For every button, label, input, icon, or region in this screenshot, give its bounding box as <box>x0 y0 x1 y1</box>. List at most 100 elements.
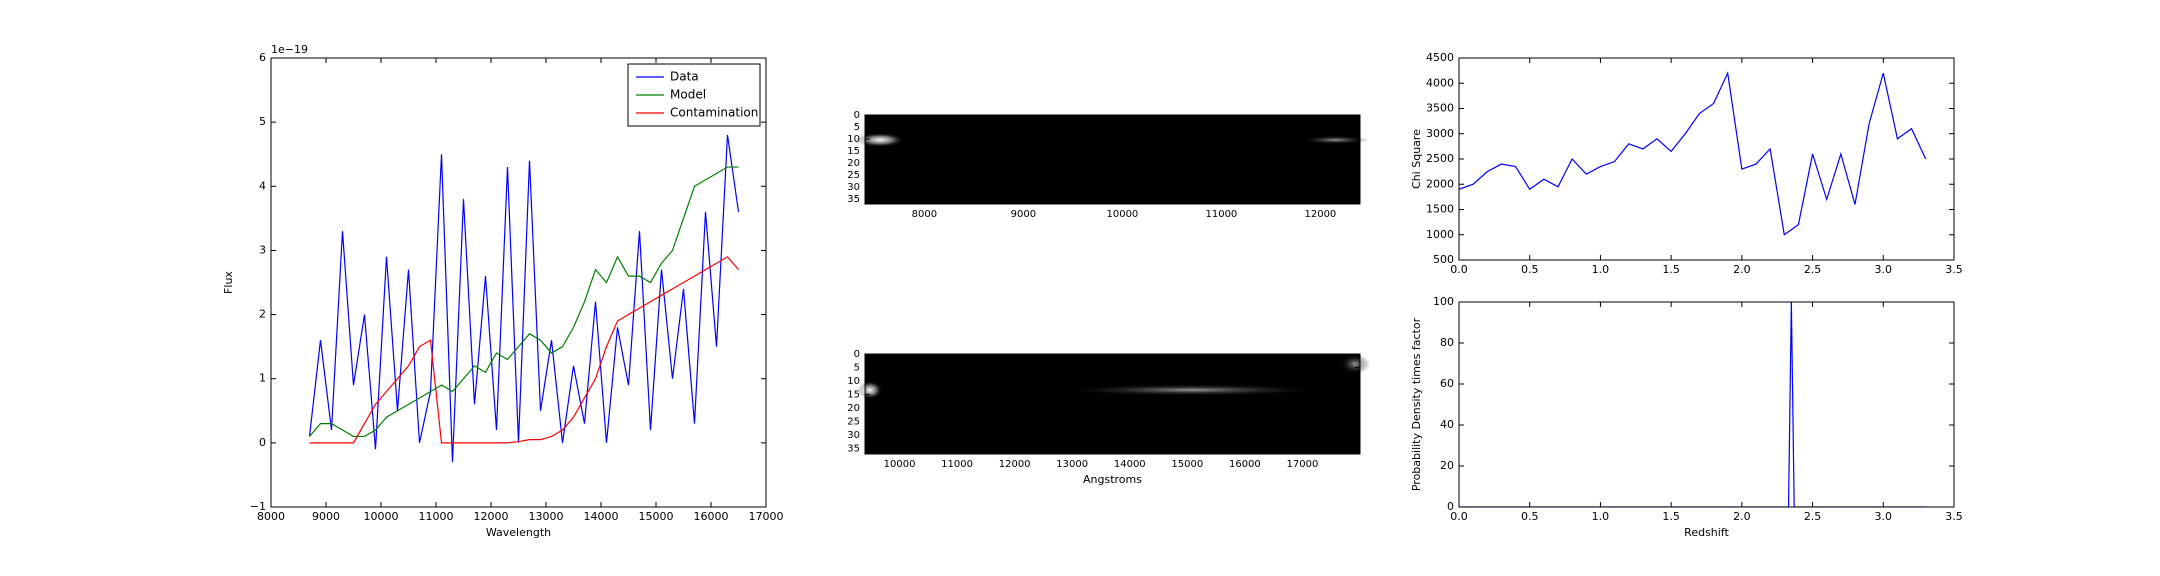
x-tick-label: 1.5 <box>1662 510 1680 523</box>
spectrum-glow <box>1058 384 1326 396</box>
x-tick-label: 12000 <box>1304 209 1336 220</box>
x-tick-label: 0.0 <box>1450 510 1468 523</box>
x-tick-label: 13000 <box>529 510 564 523</box>
y-tick-label: 80 <box>1440 336 1454 349</box>
y-tick-label: 4500 <box>1426 51 1454 64</box>
x-tick-label: 10000 <box>1106 209 1138 220</box>
x-tick-label: 8000 <box>912 209 937 220</box>
x-tick-label: 12000 <box>474 510 509 523</box>
y-tick-label: 35 <box>847 444 860 455</box>
spectrum-glow <box>857 381 883 399</box>
y-tick-label: 25 <box>847 417 860 428</box>
axes-frame <box>864 353 1361 455</box>
y-tick-label: 500 <box>1433 253 1454 266</box>
y-tick-label: 1000 <box>1426 228 1454 241</box>
spectrum-image <box>865 115 1360 204</box>
x-tick-label: 0.5 <box>1521 510 1539 523</box>
x-tick-label: 2.5 <box>1804 510 1822 523</box>
x-tick-label: 14000 <box>1114 459 1146 470</box>
x-axis-label: Redshift <box>1684 526 1729 539</box>
y-tick-label: 20 <box>1440 459 1454 472</box>
data-line <box>1459 302 1926 507</box>
y-tick-label: 1500 <box>1426 203 1454 216</box>
y-tick-label: 3000 <box>1426 127 1454 140</box>
x-tick-label: 2.0 <box>1733 263 1751 276</box>
x-tick-label: 17000 <box>1287 459 1319 470</box>
x-tick-label: 2.0 <box>1733 510 1751 523</box>
x-tick-label: 15000 <box>639 510 674 523</box>
y-axis-label: Probability Density times factor <box>1410 317 1423 491</box>
x-tick-label: 3.0 <box>1875 263 1893 276</box>
x-tick-label: 10000 <box>364 510 399 523</box>
axes-frame <box>1458 57 1955 261</box>
y-tick-label: 0 <box>1447 500 1454 513</box>
y-tick-label: 20 <box>847 158 860 169</box>
axes-frame <box>1458 301 1955 508</box>
legend-label: Model <box>670 88 706 102</box>
x-tick-label: 8000 <box>257 510 285 523</box>
x-tick-label: 11000 <box>1205 209 1237 220</box>
y-tick-label: 15 <box>847 390 860 401</box>
axes-frame <box>864 114 1361 205</box>
y-axis-label: Flux <box>222 271 235 294</box>
x-tick-label: 11000 <box>419 510 454 523</box>
x-tick-label: 9000 <box>1011 209 1036 220</box>
y-tick-label: 3500 <box>1426 102 1454 115</box>
y-axis-label: Chi Square <box>1410 129 1423 189</box>
x-axis-label: Wavelength <box>486 526 551 539</box>
legend-label: Contamination <box>670 106 758 120</box>
spectrum-glow <box>1300 135 1370 145</box>
offset-text: 1e−19 <box>271 43 308 56</box>
y-tick-label: 0 <box>259 436 266 449</box>
y-tick-label: 30 <box>847 430 860 441</box>
y-tick-label: 60 <box>1440 377 1454 390</box>
data-line <box>1459 71 1927 236</box>
x-tick-label: 1.0 <box>1592 263 1610 276</box>
y-tick-label: 25 <box>847 170 860 181</box>
y-tick-label: 15 <box>847 146 860 157</box>
spectrum-image <box>865 354 1360 454</box>
x-tick-label: 10000 <box>884 459 916 470</box>
axes-frame <box>270 57 767 508</box>
y-tick-label: 1 <box>259 372 266 385</box>
y-tick-label: 20 <box>847 403 860 414</box>
x-tick-label: 11000 <box>941 459 973 470</box>
y-tick-label: 100 <box>1433 295 1454 308</box>
data-line <box>309 256 739 444</box>
y-tick-label: 0 <box>854 349 860 360</box>
x-tick-label: 15000 <box>1171 459 1203 470</box>
y-tick-label: −1 <box>250 500 266 513</box>
y-tick-label: 5 <box>854 363 860 374</box>
y-tick-label: 5 <box>259 115 266 128</box>
x-axis-label: Angstroms <box>1083 473 1142 486</box>
x-tick-label: 3.5 <box>1945 263 1963 276</box>
y-tick-label: 5 <box>854 122 860 133</box>
data-line <box>308 134 740 463</box>
x-tick-label: 17000 <box>749 510 784 523</box>
x-tick-label: 0.5 <box>1521 263 1539 276</box>
x-tick-label: 3.0 <box>1875 510 1893 523</box>
spectrum-glow <box>855 132 905 148</box>
x-tick-label: 16000 <box>694 510 729 523</box>
y-tick-label: 2500 <box>1426 152 1454 165</box>
x-tick-label: 1.0 <box>1592 510 1610 523</box>
y-tick-label: 10 <box>847 134 860 145</box>
y-tick-label: 10 <box>847 376 860 387</box>
y-tick-label: 0 <box>854 110 860 121</box>
x-tick-label: 9000 <box>312 510 340 523</box>
y-tick-label: 4 <box>259 179 266 192</box>
y-tick-label: 4000 <box>1426 76 1454 89</box>
y-tick-label: 35 <box>847 194 860 205</box>
y-tick-label: 6 <box>259 51 266 64</box>
legend-label: Data <box>670 70 699 84</box>
x-tick-label: 14000 <box>584 510 619 523</box>
y-tick-label: 3 <box>259 243 266 256</box>
x-tick-label: 2.5 <box>1804 263 1822 276</box>
y-tick-label: 2 <box>259 308 266 321</box>
x-tick-label: 3.5 <box>1945 510 1963 523</box>
y-tick-label: 2000 <box>1426 177 1454 190</box>
x-tick-label: 16000 <box>1229 459 1261 470</box>
y-tick-label: 40 <box>1440 418 1454 431</box>
